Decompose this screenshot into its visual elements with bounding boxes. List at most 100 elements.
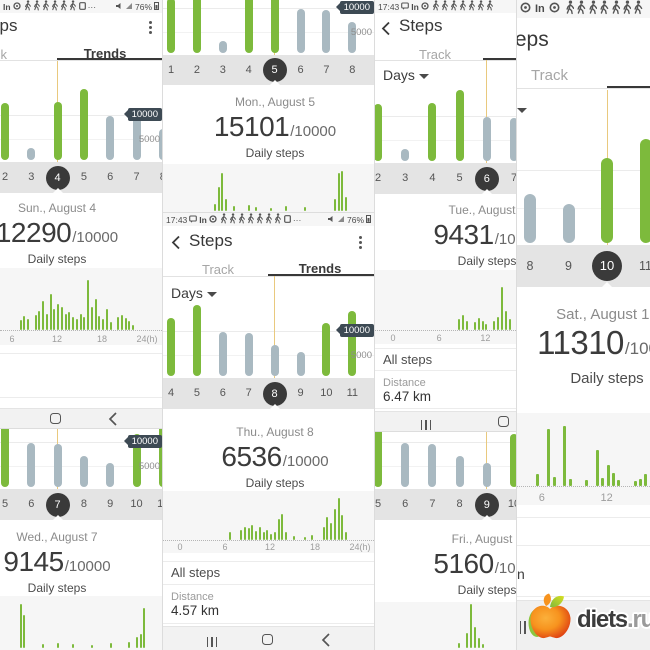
day-bar[interactable] [53,444,62,487]
tab-trends[interactable]: Trends [83,46,127,61]
day-number[interactable]: 6 [219,387,226,399]
day-bar[interactable] [158,429,162,487]
day-number[interactable]: 7 [133,171,140,183]
home-button[interactable] [50,413,61,424]
day-number[interactable]: 8 [349,64,356,76]
day-number[interactable]: 6 [28,498,35,510]
day-number[interactable]: 5 [193,387,200,399]
day-bar[interactable] [562,204,575,243]
day-number[interactable]: 7 [429,498,436,510]
daily-steps-trend-chart[interactable]: 4 5 6 7 8 9 10 11 10000 5000 [163,301,374,409]
day-bar[interactable] [639,138,650,243]
selected-day[interactable]: 6 [474,166,499,191]
period-dropdown[interactable]: Days [171,285,217,301]
day-bar[interactable] [375,103,382,161]
day-number[interactable]: 5 [80,171,87,183]
selected-day[interactable]: 9 [474,492,499,517]
day-number[interactable]: 8 [526,259,534,273]
all-steps-row[interactable]: All steps [383,352,433,367]
selected-day[interactable]: 5 [262,58,287,82]
day-number[interactable]: 9 [565,259,572,273]
day-bar[interactable] [510,118,516,161]
tab-track[interactable]: Track [418,47,452,62]
daily-steps-trend-chart[interactable]: 1 2 3 4 5 6 7 8 10000 5000 [163,0,374,85]
day-bar[interactable] [401,442,410,487]
day-bar[interactable] [27,147,36,160]
date-strip[interactable]: 4 5 6 7 8 9 10 11 [163,378,374,409]
day-bar[interactable] [322,322,331,376]
day-number[interactable]: 5 [375,498,382,510]
day-bar[interactable] [524,193,536,243]
more-options-button[interactable] [149,19,152,36]
hourly-steps-chart[interactable] [375,602,516,650]
day-bar[interactable] [270,345,279,376]
day-number[interactable]: 7 [245,387,252,399]
chevron-down-icon[interactable] [517,108,527,113]
day-number[interactable]: 10 [320,387,333,399]
day-number[interactable]: 9 [297,387,304,399]
day-bar[interactable] [218,40,227,53]
day-number[interactable]: 4 [429,172,436,184]
day-bar[interactable] [601,158,613,243]
day-bar[interactable] [132,117,141,160]
day-bar[interactable] [79,456,88,487]
day-number[interactable]: 4 [245,64,252,76]
selected-day[interactable]: 10 [592,251,622,281]
hourly-steps-chart[interactable]: 0 6 12 [375,270,516,344]
day-bar[interactable] [375,432,382,487]
hourly-steps-chart[interactable] [163,164,374,212]
day-number[interactable]: 8 [149,162,162,193]
day-number[interactable]: 10 [507,498,516,510]
day-bar[interactable] [482,116,491,161]
day-bar[interactable] [510,433,516,487]
tab-trends[interactable]: Trends [298,261,342,276]
home-button[interactable] [498,416,509,427]
day-bar[interactable] [482,462,491,487]
day-bar[interactable] [244,333,253,376]
day-bar[interactable] [132,433,141,487]
selected-day[interactable]: 7 [45,492,70,517]
day-number[interactable]: 3 [402,172,409,184]
tab-track[interactable]: Track [201,262,235,277]
back-icon[interactable] [171,235,180,255]
period-dropdown[interactable]: Days [383,67,429,83]
day-number[interactable]: 7 [510,172,516,184]
day-number[interactable]: 2 [193,64,200,76]
back-button[interactable] [108,412,117,428]
day-number[interactable]: 4 [167,387,175,399]
day-bar[interactable] [1,102,9,160]
selected-day[interactable]: 4 [45,165,70,190]
date-strip[interactable]: 8 9 10 11 [517,245,650,287]
day-bar[interactable] [79,89,88,160]
day-number[interactable]: 7 [323,64,330,76]
more-options-button[interactable] [359,234,362,251]
day-bar[interactable] [192,305,201,376]
all-steps-row[interactable]: All steps [171,565,221,580]
selected-day[interactable]: 8 [262,381,287,406]
day-bar[interactable] [348,22,357,53]
day-bar[interactable] [106,115,115,160]
day-number[interactable]: 5 [1,498,9,510]
day-bar[interactable] [27,442,36,487]
day-number[interactable]: 11 [639,259,650,273]
day-number[interactable]: 3 [219,64,226,76]
day-number[interactable]: 2 [375,172,382,184]
hourly-steps-chart[interactable]: 0 6 12 18 24(h) [163,491,374,553]
day-number[interactable]: 2 [1,171,9,183]
day-number[interactable]: 9 [107,498,114,510]
day-bar[interactable] [296,351,305,376]
date-strip[interactable]: 5 6 7 89 10 [375,489,516,520]
day-bar[interactable] [270,0,279,53]
day-bar[interactable] [428,444,437,487]
daily-steps-trend-chart[interactable]: 8 9 10 11 [517,90,650,287]
day-bar[interactable] [218,331,227,376]
recents-button[interactable] [205,634,219,650]
hourly-steps-chart[interactable]: 6 12 18 24(h) [0,268,162,345]
day-bar[interactable] [348,310,357,376]
daily-steps-trend-chart[interactable]: 5 678 9 10 11 10000 5000 [0,429,162,520]
day-bar[interactable] [167,318,175,376]
daily-steps-trend-chart[interactable]: 5 6 7 89 10 [375,432,516,520]
day-number[interactable]: 8 [456,498,463,510]
